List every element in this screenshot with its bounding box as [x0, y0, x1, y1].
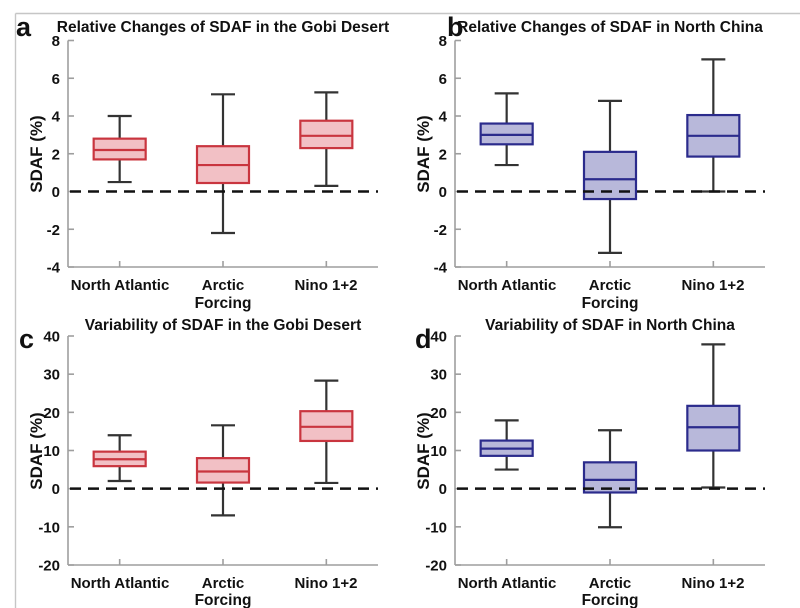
panel-b-xtick-nino: Nino 1+2 [682, 277, 745, 294]
y-tick-label: 2 [52, 146, 60, 163]
y-tick-label: 6 [439, 71, 447, 88]
y-tick-label: 30 [430, 367, 447, 384]
y-tick-label: 2 [439, 146, 447, 163]
panel-a-plot: 8 6 4 2 0 -2 -4 [47, 33, 378, 277]
panel-b-plot: 8 6 4 2 0 -2 -4 [434, 33, 765, 277]
panel-a-ylabel: SDAF (%) [27, 115, 46, 192]
panel-a-letter: a [16, 12, 32, 42]
panel-c-xtick-arctic: Arctic [202, 575, 245, 592]
y-tick-label: 10 [43, 443, 60, 460]
y-tick-label: 40 [43, 329, 60, 346]
y-tick-label: 40 [430, 329, 447, 346]
y-tick-label: -2 [434, 222, 447, 239]
panel-d-xtick-nino: Nino 1+2 [682, 575, 745, 592]
panel-b-letter: b [447, 12, 464, 42]
y-tick-label: 4 [439, 109, 448, 126]
y-tick-label: -4 [47, 260, 61, 277]
y-tick-label: 8 [52, 33, 60, 50]
panel-a: 8 6 4 2 0 -2 -4 a Relative Changes of SDAF in … [16, 12, 389, 312]
panel-c-title: Variability of SDAF in the Gobi Desert [85, 317, 361, 334]
panel-d-title: Variability of SDAF in North China [485, 317, 735, 334]
panel-d: 40 30 20 10 0 -10 -20 d Variability of SDAF in… [414, 317, 765, 608]
panel-c-xtick-north-atlantic: North Atlantic [71, 575, 170, 592]
panel-d-xlabel: Forcing [582, 592, 639, 608]
y-tick-label: 10 [430, 443, 447, 460]
panel-b-xtick-arctic: Arctic [589, 277, 632, 294]
panel-b: 8 6 4 2 0 -2 -4 b Relative Changes of SDAF in … [414, 12, 765, 312]
y-tick-label: 20 [43, 405, 60, 422]
panel-c-ylabel: SDAF (%) [27, 412, 46, 489]
y-tick-label: 4 [52, 109, 61, 126]
panel-c: 40 30 20 10 0 -10 -20 c Variability of SDAF in… [19, 317, 378, 608]
panel-d-letter: d [415, 324, 432, 354]
y-tick-label: 8 [439, 33, 447, 50]
panel-c-xlabel: Forcing [195, 592, 252, 608]
box-nino-1-2 [299, 119, 354, 150]
y-tick-label: 6 [52, 71, 60, 88]
panel-d-plot: 40 30 20 10 0 -10 -20 [425, 329, 765, 575]
panel-b-xlabel: Forcing [582, 295, 639, 312]
panel-d-xtick-north-atlantic: North Atlantic [458, 575, 557, 592]
panel-a-xtick-nino: Nino 1+2 [295, 277, 358, 294]
y-tick-label: -20 [38, 558, 60, 575]
panel-d-ylabel: SDAF (%) [414, 412, 433, 489]
y-tick-label: -10 [38, 519, 60, 536]
y-tick-label: 0 [439, 481, 447, 498]
y-tick-label: 0 [439, 184, 447, 201]
panel-a-xtick-arctic: Arctic [202, 277, 245, 294]
box-arctic [195, 457, 251, 484]
y-tick-label: 0 [52, 184, 60, 201]
y-tick-label: 20 [430, 405, 447, 422]
panel-b-ylabel: SDAF (%) [414, 115, 433, 192]
y-tick-label: -4 [434, 260, 448, 277]
panel-c-letter: c [19, 324, 34, 354]
y-tick-label: 0 [52, 481, 60, 498]
panel-d-xtick-arctic: Arctic [589, 575, 632, 592]
y-tick-label: -20 [425, 558, 447, 575]
panel-a-xtick-north-atlantic: North Atlantic [71, 277, 170, 294]
y-tick-label: -2 [47, 222, 60, 239]
panel-c-xtick-nino: Nino 1+2 [295, 575, 358, 592]
panel-a-title: Relative Changes of SDAF in the Gobi Des… [57, 19, 389, 36]
panel-c-plot: 40 30 20 10 0 -10 -20 [38, 329, 378, 575]
panel-b-xtick-north-atlantic: North Atlantic [458, 277, 557, 294]
panel-a-xlabel: Forcing [195, 295, 252, 312]
y-tick-label: -10 [425, 519, 447, 536]
y-tick-label: 30 [43, 367, 60, 384]
panel-b-title: Relative Changes of SDAF in North China [457, 19, 763, 36]
